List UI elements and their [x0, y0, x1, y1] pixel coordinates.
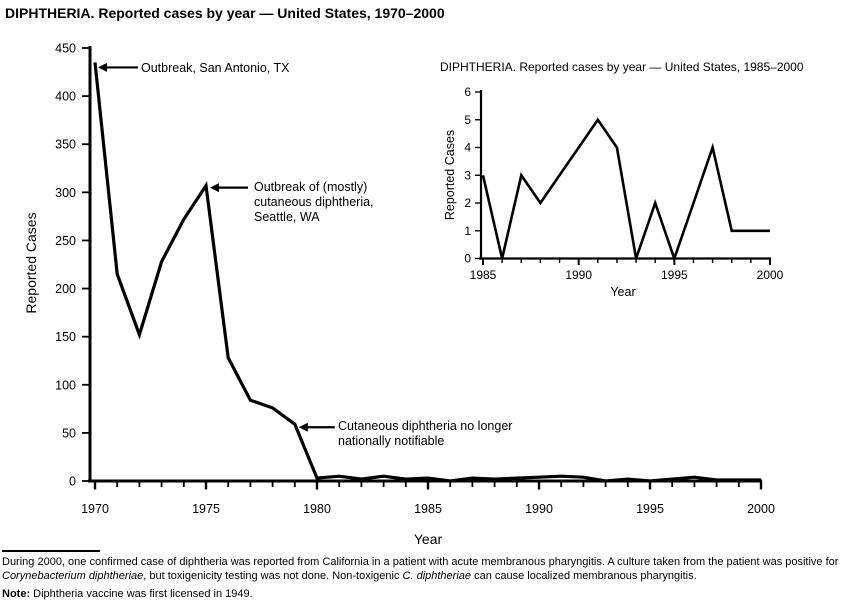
inset-y-tick-label: 4: [464, 141, 471, 155]
inset-y-tick-label: 1: [464, 224, 471, 238]
footnote-segment: Diphtheria vaccine was first licensed in…: [30, 588, 253, 600]
main-y-tick-label: 400: [55, 90, 76, 104]
inset-x-axis-label: Year: [610, 285, 636, 299]
inset-y-tick-label: 2: [464, 196, 471, 210]
inset-y-tick-label: 5: [464, 113, 471, 127]
inset-x-tick-label: 1985: [470, 268, 497, 282]
inset-data-line: [481, 117, 770, 263]
annotation-cutaneous: Cutaneous diphtheria no longer nationall…: [338, 419, 513, 448]
annotation-arrowhead: [210, 183, 219, 193]
main-chart-title: DIPHTHERIA. Reported cases by year — Uni…: [5, 5, 445, 21]
inset-x-tick-label: 2000: [757, 268, 784, 282]
main-y-tick-label: 250: [55, 234, 76, 248]
main-y-axis-label: Reported Cases: [23, 212, 39, 314]
footnote-segment: , but toxigenicity testing was not done.…: [143, 570, 403, 582]
main-y-tick-label: 150: [55, 330, 76, 344]
footnote-segment: During 2000, one confirmed case of dipht…: [2, 556, 839, 568]
footnote-segment: can cause localized membranous pharyngit…: [471, 570, 697, 582]
main-y-tick-label: 350: [55, 138, 76, 152]
inset-y-axis-label: Reported Cases: [443, 129, 457, 221]
footnote-segment: C. diphtheriae: [402, 570, 472, 582]
inset-chart-title: DIPHTHERIA. Reported cases by year — Uni…: [440, 60, 804, 74]
inset-y-tick-label: 0: [464, 252, 471, 266]
main-y-tick-label: 0: [69, 475, 76, 489]
main-y-tick-label: 300: [55, 186, 76, 200]
inset-y-tick-label: 6: [464, 85, 471, 99]
main-x-tick-label: 1975: [192, 502, 220, 516]
annotation-arrowhead: [98, 62, 107, 72]
footnote-divider: [2, 550, 100, 552]
annotation-seattle: Outbreak of (mostly) cutaneous diphtheri…: [254, 180, 374, 224]
main-x-tick-label: 2000: [747, 502, 775, 516]
main-data-line: [93, 62, 761, 483]
main-y-tick-label: 450: [55, 42, 76, 56]
annotation-arrowhead: [298, 422, 308, 432]
inset-y-tick-label: 3: [464, 168, 471, 182]
main-x-tick-label: 1985: [414, 502, 442, 516]
main-x-tick-label: 1980: [303, 502, 331, 516]
annotation-san-antonio: Outbreak, San Antonio, TX: [141, 61, 290, 75]
main-y-tick-label: 200: [55, 282, 76, 296]
inset-x-tick-label: 1990: [565, 268, 592, 282]
main-x-tick-label: 1990: [525, 502, 553, 516]
footnote-text: During 2000, one confirmed case of dipht…: [2, 555, 854, 583]
main-x-tick-label: 1995: [636, 502, 664, 516]
main-x-tick-label: 1970: [81, 502, 109, 516]
main-y-tick-label: 100: [55, 378, 76, 392]
main-y-tick-label: 50: [62, 426, 76, 440]
footnote-segment: Corynebacterium diphtheriae: [2, 570, 144, 582]
footnote-segment: Note:: [2, 588, 31, 600]
main-x-axis-label: Year: [413, 531, 443, 547]
inset-x-tick-label: 1995: [661, 268, 688, 282]
footnote-note: Note: Diphtheria vaccine was first licen…: [2, 587, 854, 601]
